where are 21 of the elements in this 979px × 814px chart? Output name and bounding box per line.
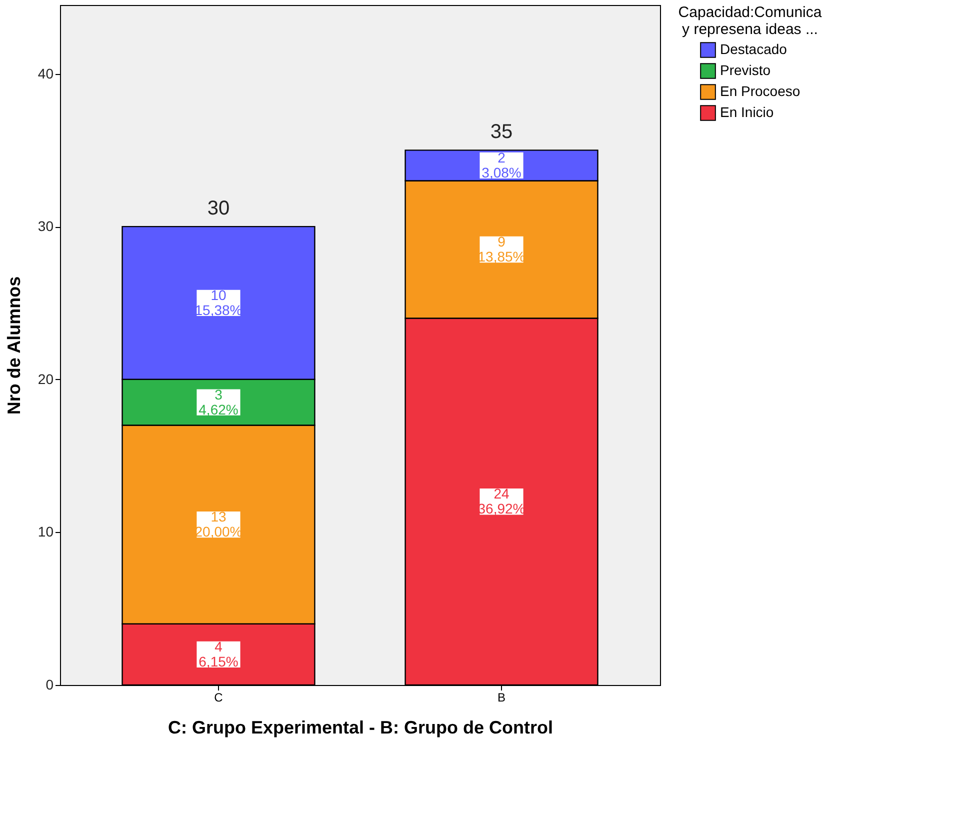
legend-title: Capacidad:Comunica y represena ideas ...	[678, 4, 822, 38]
y-tick-label: 30	[38, 218, 54, 234]
data-label: 10 15,38%	[194, 286, 242, 318]
data-label: 3 4,62%	[198, 386, 238, 418]
legend-label: En Procoeso	[720, 83, 800, 99]
y-tick-label: 40	[38, 65, 54, 82]
data-label: 9 13,85%	[478, 233, 526, 264]
y-axis-title: Nro de Alumnos	[4, 276, 24, 415]
total-label: 35	[490, 121, 513, 144]
x-tick-label: B	[498, 690, 506, 704]
data-label: 4 6,15%	[198, 638, 238, 670]
x-tick-label: C	[214, 690, 224, 704]
legend-label: En Inicio	[720, 104, 774, 120]
y-tick-label: 10	[38, 524, 54, 540]
x-axis-title: C: Grupo Experimental - B: Grupo de Control	[168, 718, 554, 738]
total-label: 30	[207, 198, 230, 220]
legend-label: Destacado	[720, 41, 788, 57]
y-tick-label: 20	[38, 370, 54, 387]
data-label: 2 3,08%	[482, 149, 522, 180]
y-tick-label: 0	[46, 676, 54, 692]
legend-label: Previsto	[720, 62, 771, 78]
